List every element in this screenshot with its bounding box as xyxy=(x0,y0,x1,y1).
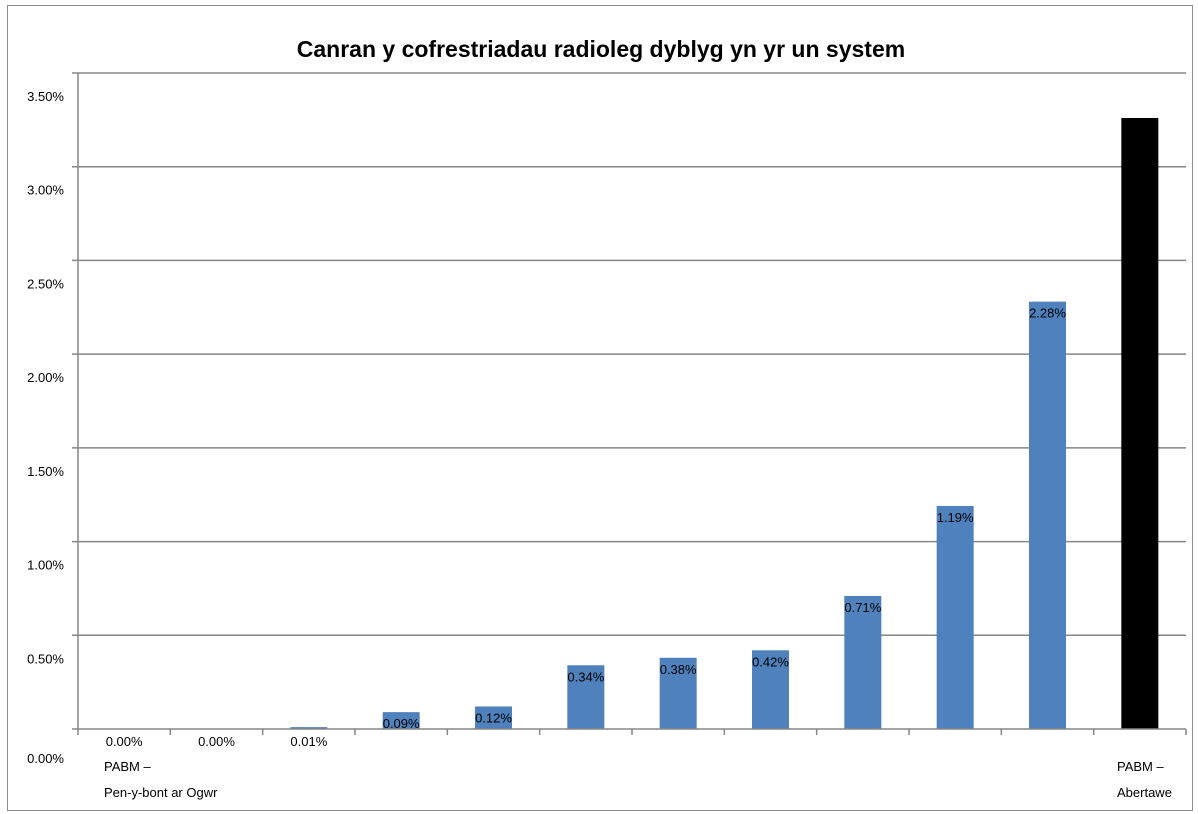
bar xyxy=(752,650,789,729)
y-tick-label: 2.00% xyxy=(27,370,64,385)
bars xyxy=(290,117,1159,730)
y-tick-label: 3.50% xyxy=(27,89,64,104)
y-tick-label: 3.00% xyxy=(27,183,64,198)
bar xyxy=(567,665,605,729)
labels: 0.00% 0.50% 1.00% 1.50% 2.00% 2.50% 3.00% 3.50%… xyxy=(27,89,1172,800)
bar xyxy=(936,505,974,729)
data-label: 0.12% xyxy=(475,711,512,726)
y-tick-label: 2.50% xyxy=(27,276,64,291)
data-label: 0.09% xyxy=(383,716,420,731)
y-tick-label: 0.50% xyxy=(27,651,64,666)
bar xyxy=(844,595,882,729)
bar xyxy=(1121,117,1159,730)
data-label: 1.19% xyxy=(937,510,974,525)
bar xyxy=(1029,301,1066,729)
data-label: 0.34% xyxy=(567,669,604,684)
data-label: 0.00% xyxy=(106,734,143,749)
data-label: 0.01% xyxy=(290,734,327,749)
data-label: 2.28% xyxy=(1029,306,1066,321)
data-label: 0.38% xyxy=(660,662,697,677)
x-category-label: Pen-y-bont ar Ogwr xyxy=(104,785,218,800)
x-category-label: PABM – xyxy=(104,759,151,774)
bar xyxy=(475,706,512,729)
axes xyxy=(72,73,1187,735)
gridlines xyxy=(72,72,1186,637)
data-label: 3.26% xyxy=(1121,122,1158,137)
x-category-label: Abertawe xyxy=(1117,785,1172,800)
y-tick-label: 1.50% xyxy=(27,464,64,479)
bar xyxy=(659,657,697,729)
data-label: 0.00% xyxy=(198,734,235,749)
bar xyxy=(290,727,328,729)
data-label: 0.71% xyxy=(844,600,881,615)
y-tick-label: 1.00% xyxy=(27,558,64,573)
chart-title: Canran y cofrestriadau radioleg dyblyg y… xyxy=(296,36,906,62)
bar xyxy=(382,712,420,729)
data-label: 0.42% xyxy=(752,654,789,669)
x-category-label: PABM – xyxy=(1117,759,1164,774)
y-tick-label: 0.00% xyxy=(27,751,64,766)
